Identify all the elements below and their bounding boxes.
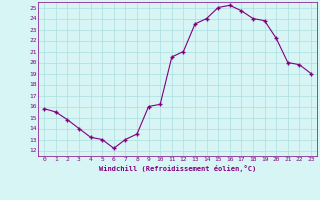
X-axis label: Windchill (Refroidissement éolien,°C): Windchill (Refroidissement éolien,°C) — [99, 165, 256, 172]
